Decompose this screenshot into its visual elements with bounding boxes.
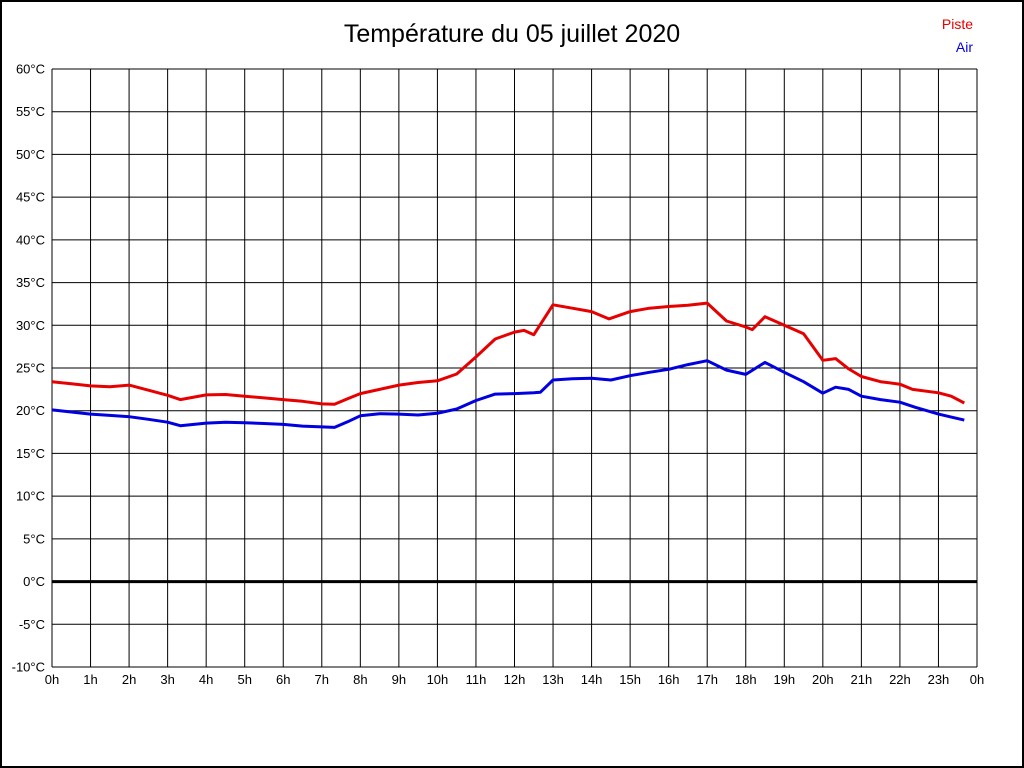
x-tick-label: 17h — [696, 672, 718, 687]
x-tick-label: 18h — [735, 672, 757, 687]
legend-item-piste: Piste — [941, 16, 973, 32]
y-tick-label: 35°C — [16, 275, 45, 290]
x-tick-label: 5h — [237, 672, 251, 687]
x-tick-label: 15h — [619, 672, 641, 687]
x-tick-label: 20h — [812, 672, 834, 687]
x-tick-label: 1h — [83, 672, 97, 687]
x-tick-label: 13h — [542, 672, 564, 687]
y-tick-label: 20°C — [16, 403, 45, 418]
y-tick-label: 10°C — [16, 489, 45, 504]
x-tick-label: 11h — [466, 672, 487, 687]
y-tick-label: 45°C — [16, 190, 45, 205]
legend: Piste Air — [942, 13, 973, 59]
y-tick-label: 15°C — [16, 446, 45, 461]
y-tick-label: 60°C — [16, 62, 45, 77]
y-tick-label: 0°C — [23, 574, 45, 589]
x-tick-label: 0h — [970, 672, 984, 687]
x-tick-label: 21h — [851, 672, 873, 687]
y-tick-label: 25°C — [16, 361, 45, 376]
x-tick-label: 4h — [199, 672, 213, 687]
x-tick-label: 10h — [427, 672, 449, 687]
y-tick-label: 40°C — [16, 232, 45, 247]
x-tick-label: 12h — [504, 672, 526, 687]
x-tick-label: 3h — [160, 672, 174, 687]
x-tick-label: 9h — [392, 672, 406, 687]
axis-labels: 60°C 55°C 50°C 45°C 40°C 35°C 30°C 25°C 20°C 15°C… — [12, 62, 985, 688]
chart-title: Température du 05 juillet 2020 — [343, 20, 681, 48]
x-tick-label: 7h — [315, 672, 329, 687]
x-tick-label: 0h — [45, 672, 59, 687]
x-tick-label: 22h — [889, 672, 911, 687]
series-air — [51, 359, 965, 429]
x-tick-label: 6h — [276, 672, 290, 687]
x-tick-label: 23h — [928, 672, 950, 687]
x-tick-label: 19h — [773, 672, 795, 687]
y-tick-label: -10°C — [12, 660, 45, 675]
x-tick-label: 2h — [122, 672, 136, 687]
legend-item-air: Air — [955, 39, 973, 55]
series-piste — [51, 301, 965, 406]
y-tick-label: 55°C — [16, 104, 45, 119]
y-tick-label: 30°C — [16, 318, 45, 333]
x-tick-label: 16h — [658, 672, 680, 687]
y-tick-label: 5°C — [23, 531, 45, 546]
x-tick-label: 8h — [353, 672, 367, 687]
y-tick-label: -5°C — [19, 617, 45, 632]
x-tick-label: 14h — [581, 672, 603, 687]
grid — [51, 68, 978, 668]
y-tick-label: 50°C — [16, 147, 45, 162]
